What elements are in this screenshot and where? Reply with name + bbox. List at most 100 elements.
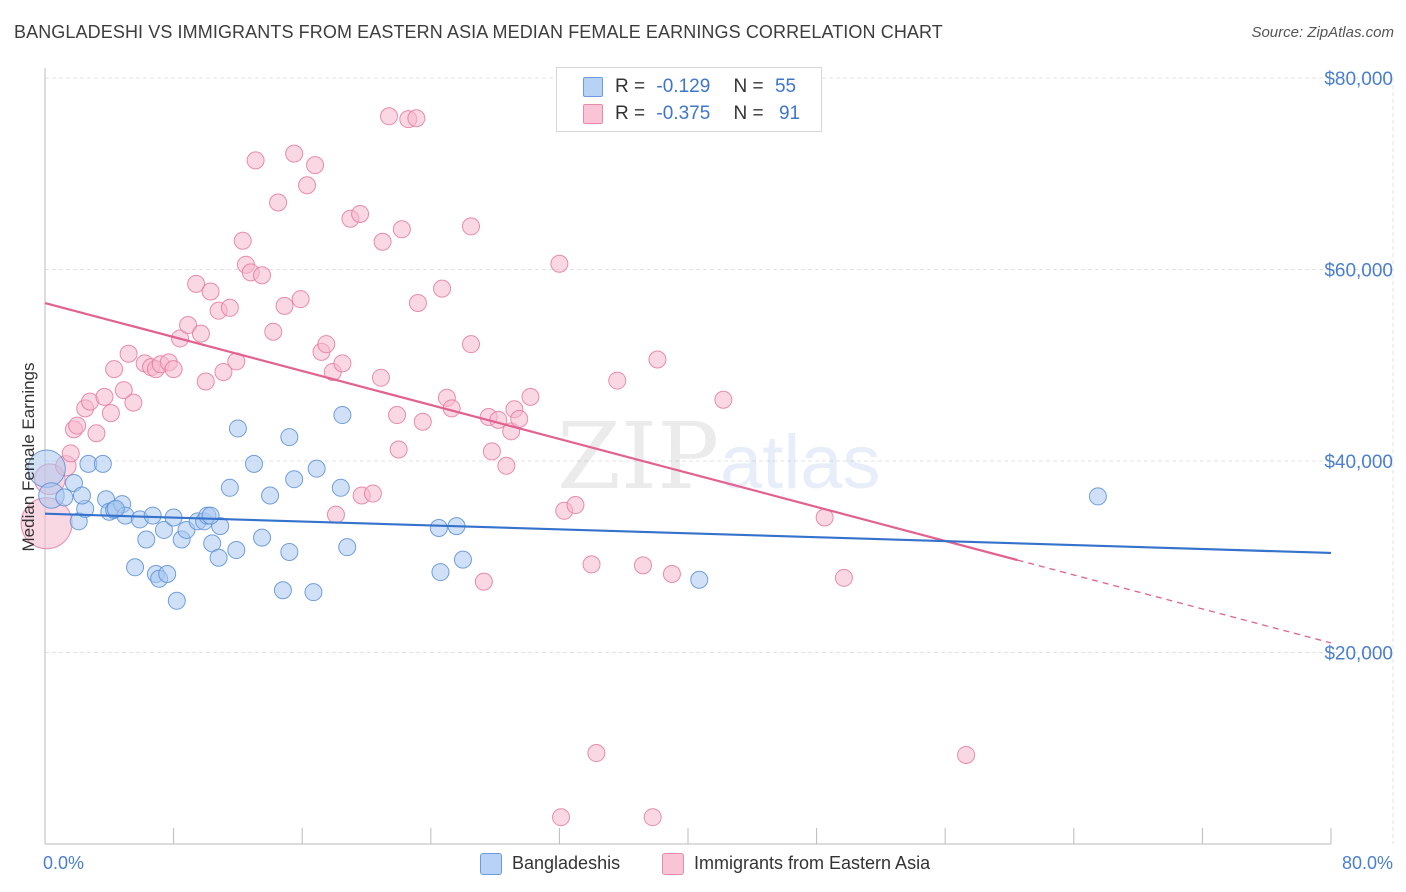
data-point [143, 506, 162, 525]
data-point [957, 745, 976, 764]
legend-n-label: N = [733, 103, 764, 124]
data-point [209, 548, 228, 567]
data-point [552, 808, 571, 827]
data-point [662, 564, 681, 583]
data-point [461, 217, 480, 236]
data-point [154, 520, 173, 539]
data-point [196, 372, 215, 391]
legend-swatch-pink [583, 104, 603, 124]
legend-label-bangladeshis: Bangladeshis [512, 853, 621, 873]
data-point [474, 572, 493, 591]
data-point [633, 556, 652, 575]
data-point [261, 486, 280, 505]
data-point [431, 563, 450, 582]
data-point [566, 496, 585, 515]
data-point [220, 478, 239, 497]
data-point [408, 294, 427, 313]
y-tick-label: $20,000 [1324, 644, 1393, 665]
data-point [201, 282, 220, 301]
data-point [521, 387, 540, 406]
watermark-atlas: atlas [720, 420, 881, 505]
data-point [587, 744, 606, 763]
data-point [371, 368, 390, 387]
data-point [285, 144, 304, 163]
data-point [643, 808, 662, 827]
data-point [179, 316, 198, 335]
y-axis-title: Median Female Earnings [19, 363, 38, 552]
data-point [280, 542, 299, 561]
trend-line-immigrants [44, 301, 1018, 562]
data-point [317, 335, 336, 354]
legend-r-label: R = [615, 103, 646, 124]
data-point [269, 193, 288, 212]
data-point [550, 254, 569, 273]
data-point [275, 296, 294, 315]
data-point [55, 488, 74, 507]
data-point [326, 505, 345, 524]
data-point [1088, 487, 1107, 506]
data-point [124, 393, 143, 412]
data-point [338, 538, 357, 557]
data-point [291, 290, 310, 309]
data-point [433, 279, 452, 298]
legend-swatch-pink [662, 853, 684, 875]
y-tick-label: $60,000 [1324, 261, 1393, 282]
data-point [119, 344, 138, 363]
data-point [246, 151, 265, 170]
data-point [413, 412, 432, 431]
data-point [72, 486, 91, 505]
watermark-zip: ZIP [557, 403, 719, 510]
data-point [191, 324, 210, 343]
x-tick-label: 80.0% [1342, 853, 1393, 873]
legend-label-immigrants: Immigrants from Eastern Asia [694, 853, 931, 873]
trend-line-bangladeshis [44, 512, 1332, 555]
data-point [227, 541, 246, 560]
data-point [363, 484, 382, 503]
data-point [137, 530, 156, 549]
data-point [158, 564, 177, 583]
data-point [392, 220, 411, 239]
legend-r-value: -0.129 [656, 76, 711, 97]
data-point [87, 424, 106, 443]
series-immigrants-eastern-asia [20, 107, 976, 827]
data-point [461, 335, 480, 354]
series-legend: Bangladeshis Immigrants from Eastern Asi… [0, 852, 1406, 880]
data-point [114, 381, 133, 400]
data-point [582, 555, 601, 574]
y-tick-label: $40,000 [1324, 452, 1393, 473]
legend-n-value: 55 [774, 76, 797, 97]
y-tick-label: $80,000 [1324, 69, 1393, 90]
data-point [106, 499, 125, 518]
data-point [280, 428, 299, 447]
data-point [214, 362, 233, 381]
legend-swatch-blue [583, 77, 603, 97]
data-point [228, 419, 247, 438]
data-point [380, 107, 399, 126]
stats-legend: R = -0.129 N = 55 R = -0.375 N = 91 [556, 67, 822, 132]
data-point [389, 440, 408, 459]
data-point [834, 568, 853, 587]
data-point [388, 406, 407, 425]
data-point [201, 506, 220, 525]
source-label: Source: ZipAtlas.com [1251, 24, 1394, 41]
x-tick-label: 0.0% [43, 853, 84, 873]
data-point [333, 354, 352, 373]
data-point [126, 558, 145, 577]
data-point [331, 478, 350, 497]
data-point [482, 442, 501, 461]
data-point [429, 519, 448, 538]
data-point [648, 350, 667, 369]
data-point [333, 406, 352, 425]
data-point [105, 360, 124, 379]
watermark: ZIP atlas [557, 403, 881, 510]
data-point [407, 109, 426, 128]
data-point [510, 409, 529, 428]
legend-r-value: -0.375 [656, 103, 711, 124]
trend-lines [44, 301, 1332, 644]
trend-line-immigrants-dashed [1017, 559, 1332, 644]
data-point [233, 231, 252, 250]
data-point [167, 591, 186, 610]
data-point [306, 156, 325, 175]
data-point [253, 528, 272, 547]
